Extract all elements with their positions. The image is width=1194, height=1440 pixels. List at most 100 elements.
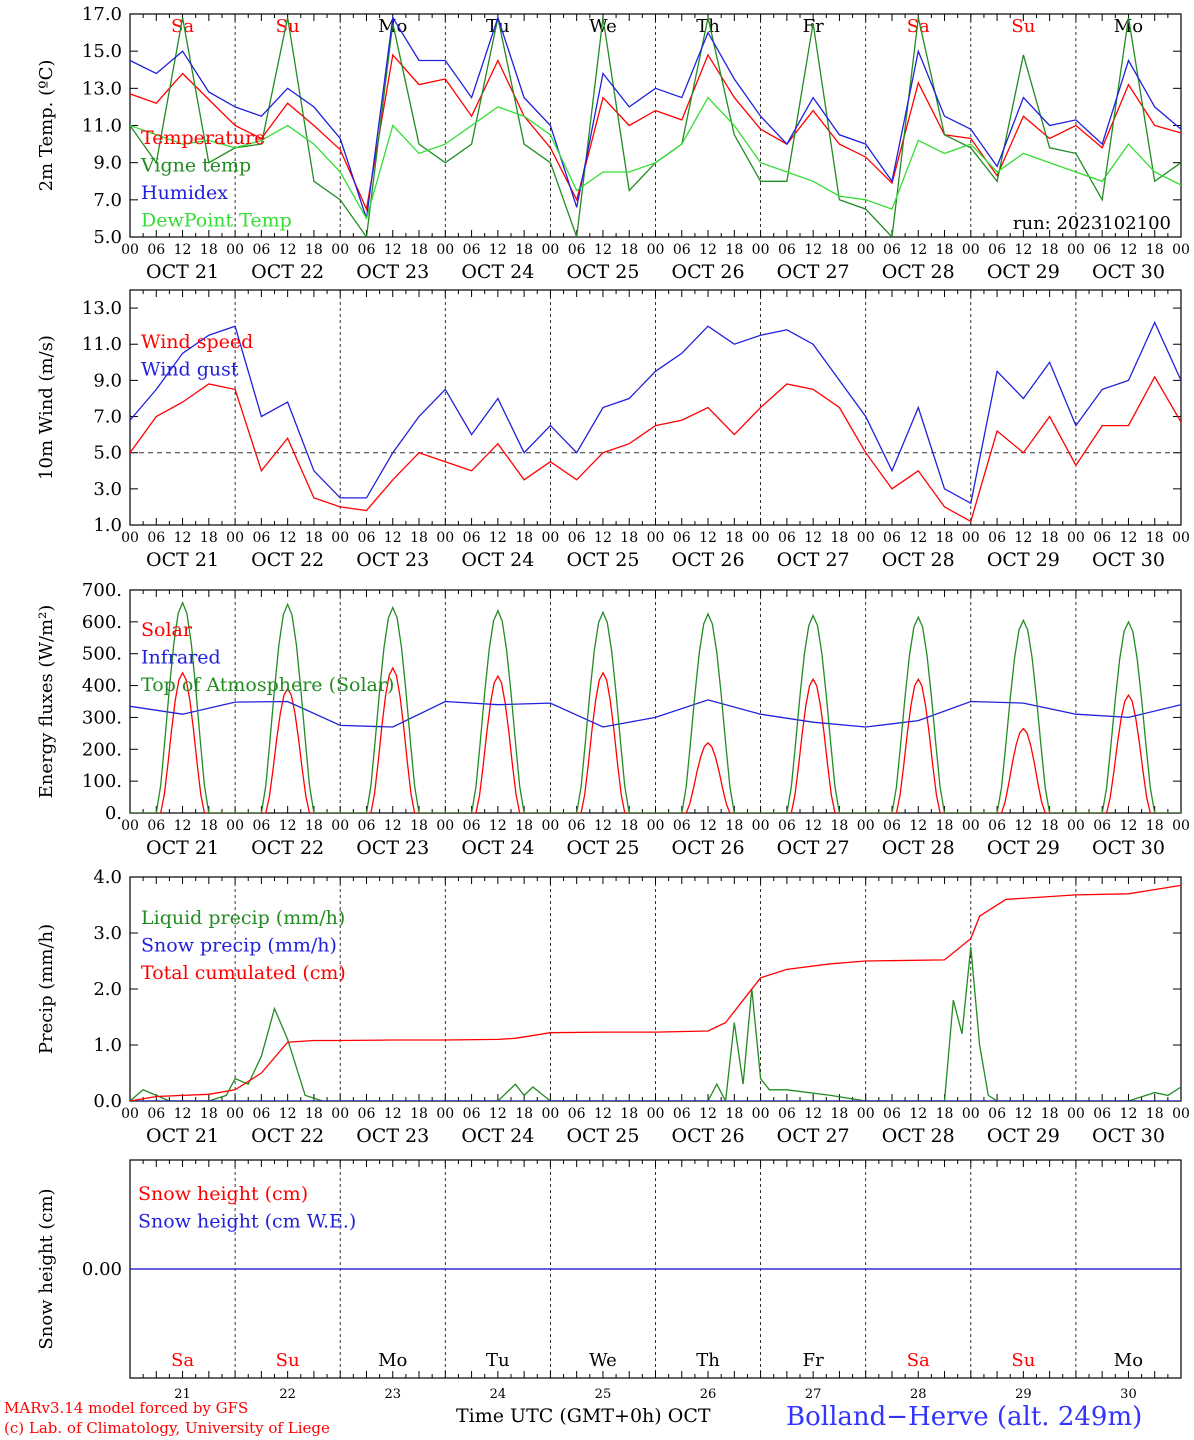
day-number-label: 28 [910,1387,927,1402]
x-hour-label: 06 [358,242,376,258]
x-hour-label: 12 [384,530,402,546]
x-hour-label: 06 [568,1106,586,1122]
x-date-label: OCT 24 [461,261,534,283]
legend-entry: Solar [141,619,193,641]
x-hour-label: 18 [1041,242,1059,258]
x-hour-label: 18 [725,818,743,834]
x-axis-title-text: Time UTC (GMT+0h) [456,1405,662,1427]
legend-entry: Infrared [141,647,221,669]
x-date-label: OCT 29 [987,1125,1060,1147]
x-hour-label: 18 [620,818,638,834]
x-hour-label: 18 [515,242,533,258]
x-date-label: OCT 22 [251,837,324,859]
x-hour-label: 06 [1093,1106,1111,1122]
series-line-humidex [130,15,1181,219]
x-hour-label: 12 [699,242,717,258]
x-hour-label: 06 [673,242,691,258]
x-hour-label: 12 [699,1106,717,1122]
day-number-label: 30 [1120,1387,1137,1402]
x-hour-label: 06 [252,818,270,834]
x-date-label: OCT 30 [1092,549,1165,571]
x-date-label: OCT 28 [882,261,955,283]
series-line-total-cumulated-cm- [130,884,1181,1101]
x-hour-label: 18 [305,530,323,546]
weekday-label: Sa [907,16,930,37]
x-hour-label: 00 [647,530,665,546]
x-date-label: OCT 29 [987,261,1060,283]
y-axis-label: 10m Wind (m/s) [36,335,57,480]
x-hour-label: 18 [936,242,954,258]
x-hour-label: 00 [436,530,454,546]
x-hour-label: 00 [1067,1106,1085,1122]
x-hour-label: 18 [725,530,743,546]
x-hour-label: 06 [883,818,901,834]
x-hour-label: 00 [436,242,454,258]
x-hour-label: 00 [1067,242,1085,258]
x-date-label: OCT 21 [146,261,219,283]
x-axis-month: OCT [667,1405,711,1427]
legend-entry: Snow height (cm W.E.) [138,1211,356,1233]
x-date-label: OCT 23 [356,549,429,571]
series-line-solar [130,666,1181,813]
y-tick-label: 300. [82,707,122,728]
x-date-label: OCT 30 [1092,261,1165,283]
x-hour-label: 06 [252,1106,270,1122]
x-hour-label: 00 [541,530,559,546]
day-number-label: 23 [384,1387,401,1402]
x-hour-label: 06 [1093,242,1111,258]
day-number-label: 26 [700,1387,717,1402]
weekday-label: Su [276,1350,300,1371]
x-hour-label: 12 [1014,242,1032,258]
x-hour-label: 00 [1172,242,1190,258]
legend-entry: DewPoint Temp [141,210,292,232]
x-hour-label: 18 [200,530,218,546]
x-hour-label: 00 [857,1106,875,1122]
x-hour-label: 12 [594,530,612,546]
x-date-label: OCT 26 [672,549,745,571]
y-tick-label: 9.0 [93,370,122,391]
x-hour-label: 00 [1172,1106,1190,1122]
x-hour-label: 00 [752,818,770,834]
panel-1: 5.0 7.0 9.0 11.0 13.0 15.0 17.0 2m Temp. (ºC) 00… [36,4,1190,283]
x-date-label: OCT 22 [251,261,324,283]
x-hour-label: 00 [331,1106,349,1122]
day-number-label: 27 [805,1387,822,1402]
x-hour-label: 18 [1041,1106,1059,1122]
weekday-label: Th [696,1350,720,1371]
y-tick-label: 15.0 [82,41,122,62]
x-hour-label: 06 [778,530,796,546]
legend-entry: Liquid precip (mm/h) [141,907,345,929]
day-number-label: 24 [490,1387,507,1402]
x-hour-label: 12 [279,818,297,834]
x-hour-label: 12 [489,530,507,546]
x-hour-label: 18 [200,818,218,834]
weekday-label: Fr [803,1350,824,1371]
series-line-dewpoint-temp [130,96,1181,221]
x-hour-label: 18 [831,242,849,258]
x-hour-label: 00 [647,242,665,258]
x-hour-label: 18 [831,818,849,834]
x-date-label: OCT 29 [987,837,1060,859]
x-hour-label: 12 [1120,242,1138,258]
y-tick-label: 17.0 [82,4,122,25]
y-tick-label: 7.0 [93,407,122,428]
x-hour-label: 12 [279,242,297,258]
x-hour-label: 00 [541,242,559,258]
x-hour-label: 00 [1172,818,1190,834]
x-hour-label: 18 [515,530,533,546]
x-hour-label: 18 [410,818,428,834]
x-hour-label: 06 [358,818,376,834]
x-hour-label: 00 [752,1106,770,1122]
x-hour-label: 12 [594,818,612,834]
x-hour-label: 00 [541,818,559,834]
x-hour-label: 12 [699,818,717,834]
x-hour-label: 12 [804,530,822,546]
x-date-label: OCT 21 [146,549,219,571]
x-hour-label: 18 [936,530,954,546]
x-hour-label: 12 [594,242,612,258]
y-tick-label: 5.0 [93,443,122,464]
x-hour-label: 12 [804,1106,822,1122]
x-hour-label: 06 [358,1106,376,1122]
weekday-label: We [589,1350,617,1371]
